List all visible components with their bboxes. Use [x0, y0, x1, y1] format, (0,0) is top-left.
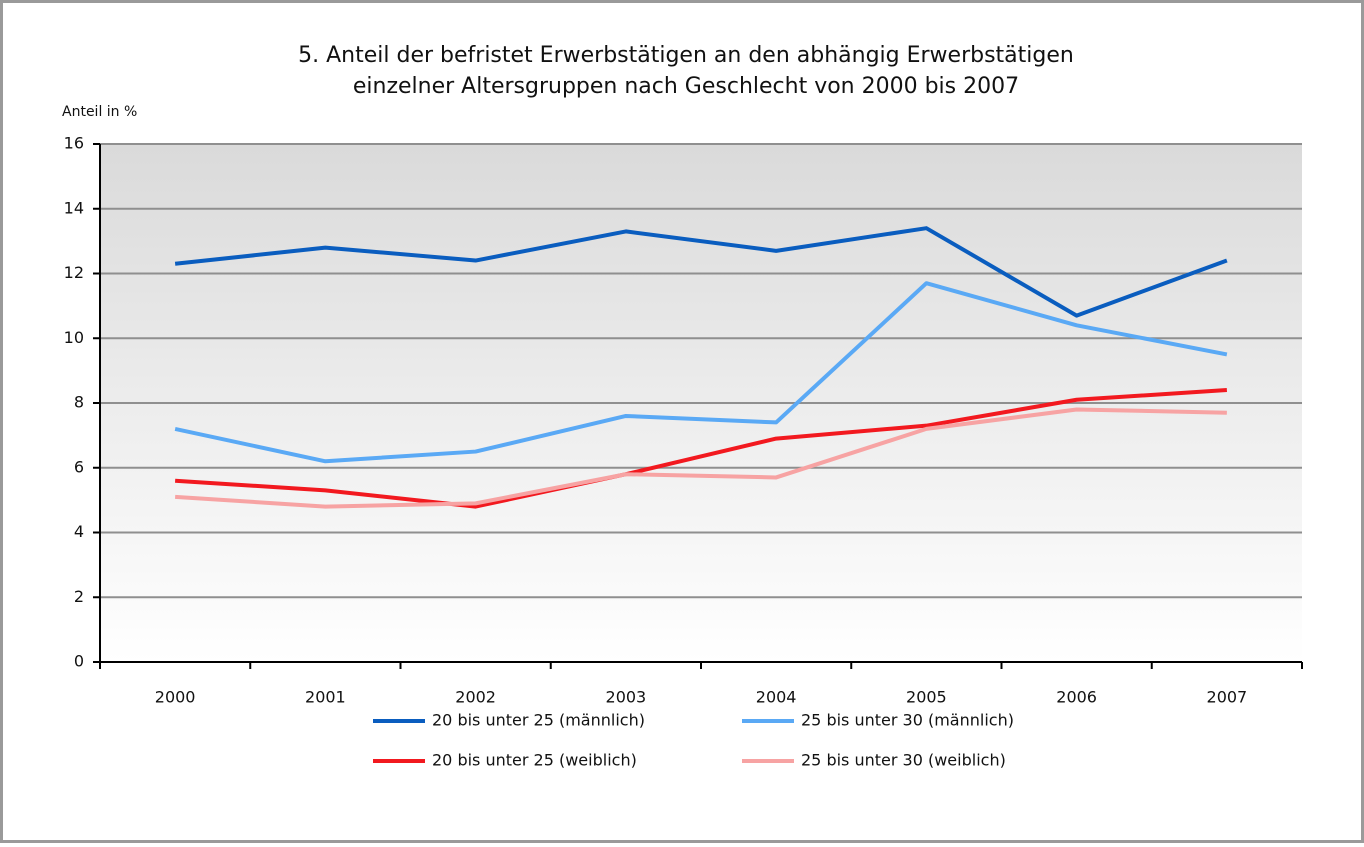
- x-tick-label: 2003: [606, 688, 647, 707]
- x-tick-label: 2007: [1207, 688, 1248, 707]
- chart-title: 5. Anteil der befristet Erwerbstätigen a…: [298, 43, 1074, 68]
- series-line: [174, 281, 1228, 464]
- legend-label: 25 bis unter 30 (männlich): [801, 711, 1014, 730]
- series-line: [174, 226, 1228, 318]
- y-tick-label: 16: [64, 134, 84, 153]
- y-tick-label: 4: [74, 522, 84, 541]
- legend-label: 20 bis unter 25 (weiblich): [432, 751, 637, 770]
- legend-label: 20 bis unter 25 (männlich): [432, 711, 645, 730]
- series-line: [174, 388, 1228, 509]
- x-tick-label: 2002: [455, 688, 496, 707]
- legend-label: 25 bis unter 30 (weiblich): [801, 751, 1006, 770]
- chart-title: einzelner Altersgruppen nach Geschlecht …: [353, 74, 1019, 99]
- x-tick-label: 2005: [906, 688, 947, 707]
- y-tick-label: 2: [74, 587, 84, 606]
- y-tick-label: 8: [74, 393, 84, 412]
- x-tick-label: 2006: [1056, 688, 1097, 707]
- y-tick-label: 12: [64, 263, 84, 282]
- y-tick-label: 14: [64, 198, 84, 217]
- x-tick-label: 2000: [155, 688, 196, 707]
- series-line: [174, 407, 1227, 509]
- y-tick-label: 10: [64, 328, 84, 347]
- y-axis-label: Anteil in %: [62, 104, 137, 120]
- y-tick-label: 0: [74, 652, 84, 671]
- x-tick-label: 2004: [756, 688, 797, 707]
- x-tick-label: 2001: [305, 688, 346, 707]
- y-tick-label: 6: [74, 457, 84, 476]
